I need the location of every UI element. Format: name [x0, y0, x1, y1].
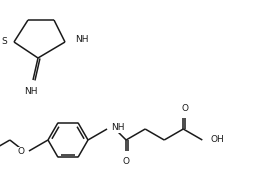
Text: O: O: [18, 147, 25, 157]
Text: NH: NH: [75, 36, 88, 45]
Text: S: S: [1, 37, 7, 47]
Text: OH: OH: [210, 135, 224, 145]
Text: O: O: [122, 157, 130, 166]
Text: NH: NH: [111, 124, 125, 133]
Text: NH: NH: [24, 87, 38, 96]
Text: O: O: [182, 104, 189, 113]
